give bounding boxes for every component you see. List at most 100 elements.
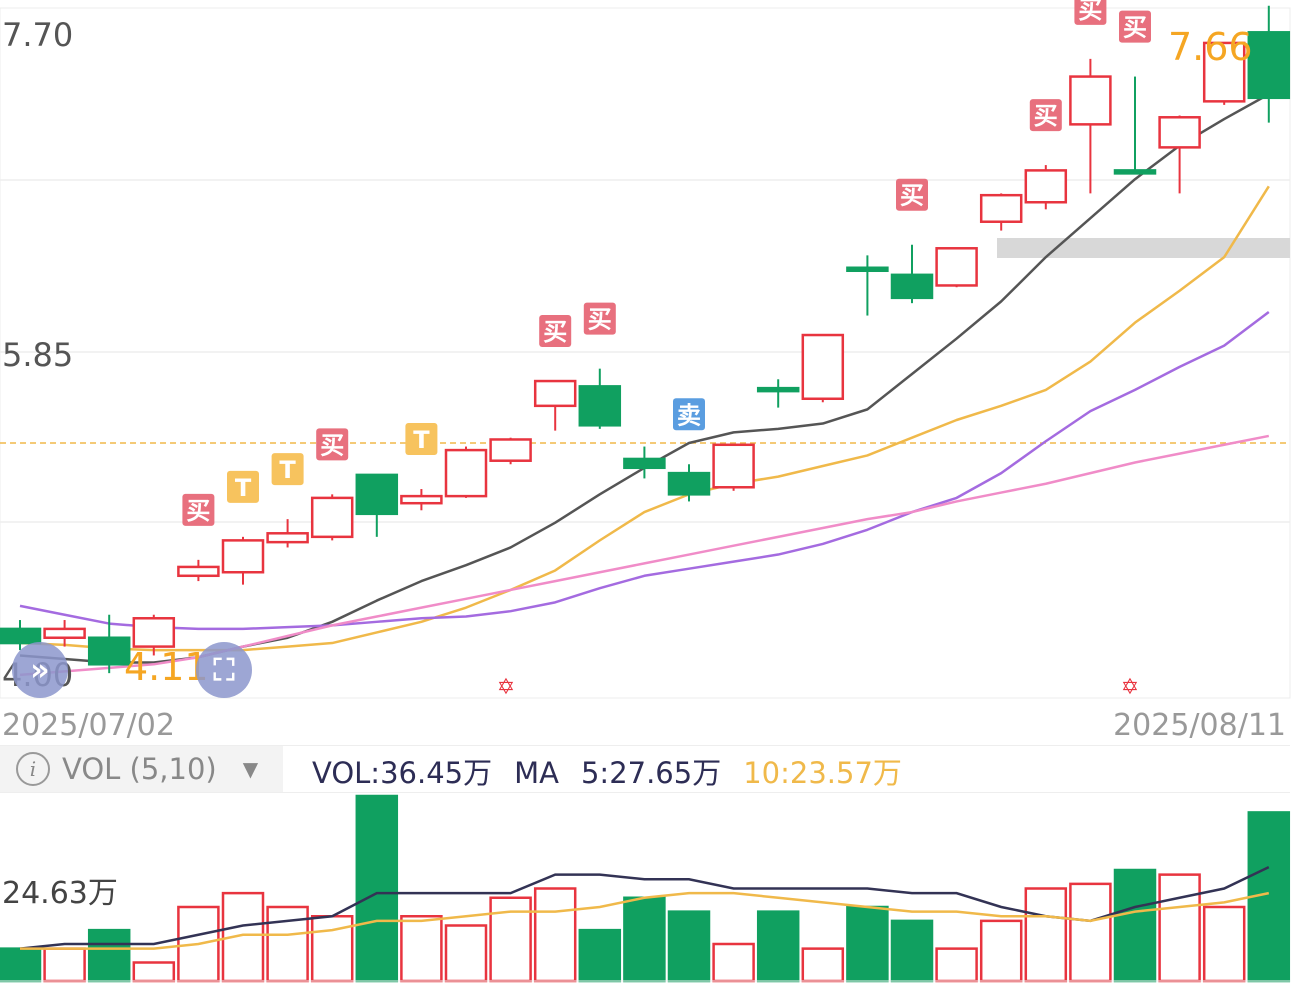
candle-17 [756,379,800,408]
signal-text-6: 买 [588,306,612,334]
volume-bar-9 [400,915,443,983]
candle-body-14 [623,457,666,470]
volume-axis-label: 24.63万 [2,876,118,911]
candle-8 [355,473,399,537]
indicator-selector[interactable]: i VOL (5,10) ▼ [0,746,283,792]
candle-3 [132,614,176,656]
volume-bar-2 [87,928,131,983]
volume-bar-26 [1158,873,1201,983]
candle-4 [177,559,220,582]
volume-bar-11 [489,896,532,983]
candle-body-27 [1202,41,1246,103]
signal-badge-3 [316,428,349,461]
date-label-start: 2025/07/02 [2,708,175,743]
signal-text-9: 买 [1034,102,1058,130]
scroll-back-button[interactable]: » [12,642,68,698]
signal-marker-7: 卖 [673,398,705,431]
low-price-label: 4.11 [124,645,209,689]
volume-bar-1 [43,947,86,983]
candle-body-13 [578,385,622,427]
ma-label: MA [514,756,559,790]
signal-marker-3: 买 [316,428,349,461]
signal-badge-2 [271,453,304,486]
volume-bar-24 [1069,882,1112,983]
star-icon-1: ✡ [1121,675,1139,700]
signal-text-3: 买 [320,431,344,459]
signal-badge-6 [583,302,616,335]
price-grid [0,7,1291,699]
candle-body-21 [935,247,978,287]
price-label-mid: 5.85 [2,336,73,374]
signal-badge-9 [1029,99,1062,132]
volume-bar-6 [266,905,309,983]
volume-bar-13 [578,928,622,983]
ma10-value: 10:23.57万 [743,756,902,790]
candles [0,5,1291,674]
volume-bar-20 [890,919,934,983]
candle-5 [221,536,265,585]
candle-body-0 [0,627,42,645]
candle-body-3 [132,617,176,648]
signal-marker-0: 买 [182,493,215,526]
moving-averages [19,93,1270,677]
candle-14 [623,446,666,479]
signal-badge-11 [1119,10,1151,43]
candle-body-23 [1024,169,1068,204]
candle-9 [400,489,443,511]
candle-6 [266,519,309,548]
signal-text-2: T [279,456,296,484]
candle-body-4 [177,565,220,578]
volume-bar-17 [756,910,800,983]
signal-badge-0 [182,493,215,526]
candle-body-16 [712,443,755,489]
candle-27 [1202,41,1246,105]
vol-value: VOL:36.45万 [312,756,493,790]
candle-13 [578,368,622,429]
last-price-label: 7.66 [1168,25,1253,69]
candle-23 [1024,165,1068,210]
signal-badge-4 [405,423,438,456]
indicator-label: VOL (5,10) [62,752,217,786]
candle-body-6 [266,532,309,544]
candle-11 [489,437,532,465]
ma-line-2 [19,311,1270,631]
candle-body-9 [400,494,443,505]
signal-text-10: 买 [1078,0,1102,24]
candle-18 [801,333,845,403]
signal-text-0: 买 [186,497,210,525]
candle-2 [87,614,131,674]
fullscreen-button[interactable]: ⛶ [196,642,252,698]
volume-bar-21 [935,947,978,983]
volume-bar-27 [1202,905,1246,983]
signal-markers: 买TT买T买买卖买买买买买 [182,0,1151,526]
candle-21 [935,247,978,288]
signal-marker-2: T [271,453,304,486]
candle-25 [1113,76,1157,175]
candle-body-17 [756,386,800,393]
volume-bar-0 [0,947,42,983]
plot-frame [0,7,1291,699]
volume-bars [0,794,1291,983]
candle-body-19 [846,266,889,273]
signal-marker-9: 买 [1029,99,1062,132]
signal-marker-10: 买 [1074,0,1107,25]
candle-body-22 [979,193,1023,223]
candle-body-2 [87,636,131,666]
candle-body-15 [667,471,711,496]
candle-body-25 [1113,169,1157,175]
candle-1 [43,620,86,647]
signal-marker-11: 买 [1119,10,1151,43]
volume-bar-12 [533,887,577,983]
volume-bar-22 [979,919,1023,983]
candle-10 [444,446,488,498]
ma5-value: 5:27.65万 [580,756,722,790]
signal-marker-6: 买 [583,302,616,335]
price-label-top: 7.70 [2,16,73,54]
signal-marker-4: T [405,423,438,456]
info-icon[interactable]: i [16,752,50,786]
signal-text-11: 买 [1123,14,1147,42]
candle-22 [979,193,1023,231]
volume-bar-25 [1113,868,1157,983]
candle-body-5 [221,539,265,574]
